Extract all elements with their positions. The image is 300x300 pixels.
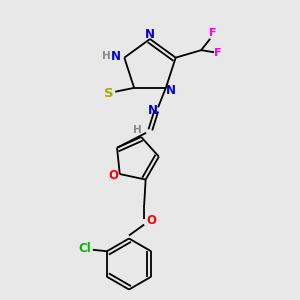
Text: N: N <box>145 28 155 41</box>
Text: Cl: Cl <box>78 242 91 255</box>
Text: H: H <box>133 125 141 135</box>
Text: F: F <box>214 48 221 58</box>
Text: O: O <box>108 169 118 182</box>
Text: N: N <box>148 104 158 117</box>
Text: H: H <box>102 51 111 61</box>
Text: N: N <box>166 84 176 97</box>
Text: S: S <box>104 87 113 100</box>
Text: N: N <box>111 50 121 63</box>
Text: F: F <box>209 28 216 38</box>
Text: O: O <box>147 214 157 226</box>
